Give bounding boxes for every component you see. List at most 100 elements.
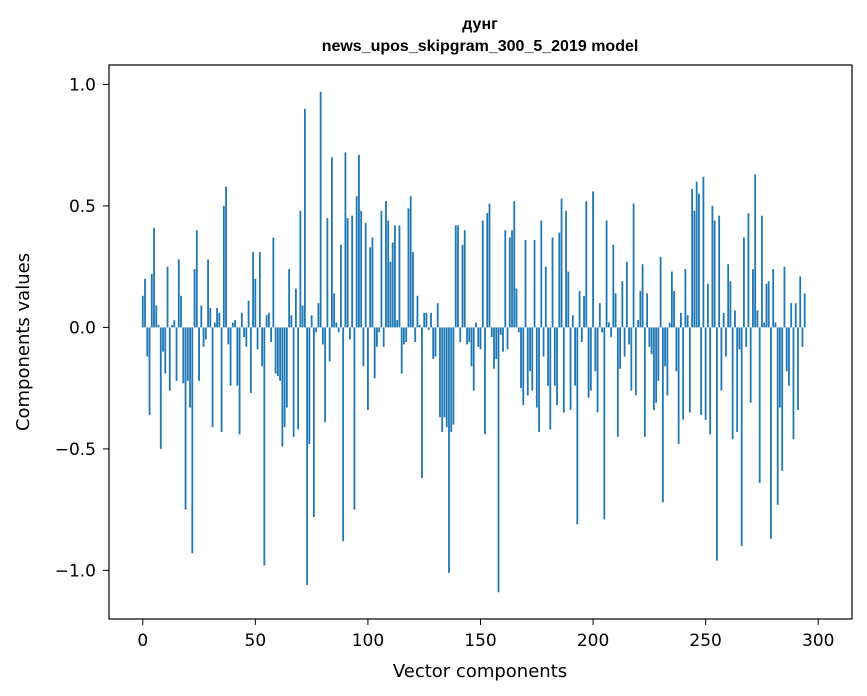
bar xyxy=(195,230,198,328)
bar xyxy=(684,269,687,328)
bar xyxy=(551,237,554,328)
bar xyxy=(472,327,475,391)
bar xyxy=(709,327,712,435)
bar xyxy=(673,290,676,328)
bar xyxy=(290,315,293,328)
bar xyxy=(770,327,772,539)
bar xyxy=(258,252,261,328)
bar xyxy=(405,327,408,342)
bar xyxy=(529,327,531,372)
bar xyxy=(677,327,680,445)
bar xyxy=(490,327,493,338)
bar xyxy=(349,327,351,340)
bar xyxy=(285,327,288,408)
bar xyxy=(686,315,689,328)
bar xyxy=(148,327,151,415)
bar xyxy=(326,218,329,328)
bar xyxy=(299,210,302,328)
bar xyxy=(272,237,275,328)
bar xyxy=(531,327,534,391)
bar xyxy=(434,327,437,357)
bar xyxy=(450,327,453,432)
bar xyxy=(520,327,522,389)
bar xyxy=(598,303,601,328)
bar xyxy=(398,225,401,328)
bar xyxy=(688,327,691,413)
bar xyxy=(412,252,414,328)
bar xyxy=(213,322,216,328)
y-tick-label: 1.0 xyxy=(69,75,96,95)
bars-group xyxy=(141,91,806,593)
bar xyxy=(162,327,164,352)
bar xyxy=(306,327,309,585)
bar xyxy=(664,327,667,367)
bar xyxy=(416,295,419,328)
bar xyxy=(387,220,390,328)
bar xyxy=(713,220,716,328)
bar xyxy=(443,327,446,418)
bar xyxy=(182,327,185,384)
bar xyxy=(535,327,538,408)
bar xyxy=(504,230,507,328)
bar xyxy=(547,327,549,386)
bar xyxy=(423,312,426,328)
chart-title-line2: news_upos_skipgram_300_5_2019 model xyxy=(322,38,639,55)
bar xyxy=(679,312,682,328)
bar xyxy=(209,307,212,328)
bar xyxy=(589,327,592,391)
bar xyxy=(202,327,205,347)
bar xyxy=(641,264,644,328)
bar xyxy=(479,327,482,350)
bar xyxy=(362,327,365,367)
bar xyxy=(164,327,167,374)
bar xyxy=(418,324,421,328)
bar xyxy=(725,327,727,357)
bar xyxy=(511,230,513,328)
bar xyxy=(639,290,642,328)
bar xyxy=(400,327,403,374)
bar xyxy=(587,327,590,398)
x-tick-label: 250 xyxy=(689,631,721,651)
bar xyxy=(788,327,790,386)
bar xyxy=(317,303,320,328)
bar xyxy=(630,327,633,391)
bar xyxy=(754,174,757,328)
bar xyxy=(772,269,775,328)
bar xyxy=(729,281,732,328)
bar xyxy=(596,327,599,413)
bar xyxy=(792,327,795,440)
bar xyxy=(173,320,176,328)
bar xyxy=(342,327,345,542)
bar xyxy=(628,327,630,345)
bar xyxy=(603,327,606,520)
bar xyxy=(634,327,637,396)
bar xyxy=(497,327,500,593)
bar xyxy=(616,327,619,437)
bar xyxy=(781,327,784,471)
bar xyxy=(367,327,369,411)
bar xyxy=(441,327,444,432)
bar xyxy=(646,293,649,328)
bar xyxy=(236,327,239,386)
bar xyxy=(243,327,245,338)
bar xyxy=(783,266,786,328)
bar xyxy=(180,295,182,328)
bar xyxy=(346,218,349,328)
bar xyxy=(794,303,797,328)
bar xyxy=(522,327,525,406)
bar xyxy=(648,327,651,347)
bar xyxy=(704,327,707,420)
bar xyxy=(231,322,234,328)
bar xyxy=(738,327,741,350)
bar xyxy=(756,310,759,328)
bar xyxy=(668,322,671,328)
bar xyxy=(155,305,158,328)
bar xyxy=(414,327,417,342)
bar xyxy=(247,300,250,328)
bar xyxy=(184,327,187,510)
bar xyxy=(655,327,658,403)
bar xyxy=(524,239,527,328)
x-tick-label: 0 xyxy=(137,631,148,651)
bar xyxy=(774,322,777,328)
bar xyxy=(385,201,387,328)
